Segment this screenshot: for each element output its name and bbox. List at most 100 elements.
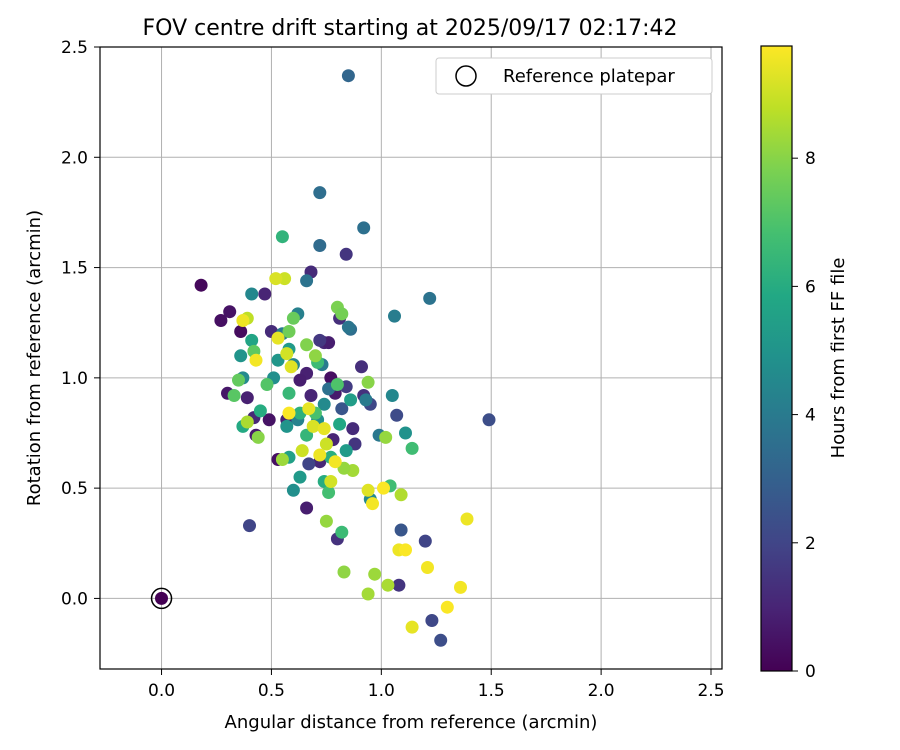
data-point	[306, 419, 320, 433]
colorbar-ticks: 0 2 4 6 8	[792, 149, 816, 682]
data-point	[482, 413, 496, 427]
y-axis-label: Rotation from reference (arcmin)	[24, 210, 45, 506]
data-point	[240, 415, 254, 429]
data-point	[155, 591, 168, 605]
data-point	[236, 314, 250, 327]
data-point	[293, 373, 307, 387]
data-point	[251, 430, 265, 444]
data-point	[339, 247, 353, 261]
data-point	[333, 417, 347, 431]
data-point	[399, 426, 412, 440]
x-tick-label: 0.0	[148, 681, 175, 701]
data-point	[243, 519, 256, 533]
data-point	[425, 614, 439, 627]
data-point	[399, 543, 412, 557]
legend-box	[435, 57, 713, 95]
data-point	[245, 333, 259, 347]
data-point	[341, 69, 355, 83]
data-point	[258, 287, 272, 301]
data-point	[337, 565, 351, 579]
colorbar	[760, 45, 793, 672]
data-point	[286, 483, 300, 497]
x-tick-label: 1.0	[368, 681, 395, 701]
data-point	[304, 389, 318, 402]
data-point	[317, 422, 331, 436]
data-point	[300, 501, 314, 515]
x-tick-label: 0.5	[258, 681, 285, 701]
data-point	[302, 402, 316, 416]
data-point	[390, 408, 404, 422]
colorbar-tick-label: 2	[805, 534, 816, 554]
data-point	[253, 404, 267, 418]
data-point	[269, 272, 283, 286]
data-point	[275, 453, 289, 466]
colorbar-label: Hours from first FF file	[828, 258, 849, 459]
data-point	[234, 325, 248, 338]
colorbar-tick-label: 0	[805, 662, 816, 682]
data-point	[302, 457, 316, 471]
data-point	[322, 486, 336, 499]
data-point	[295, 444, 309, 458]
colorbar-tick-label: 4	[805, 406, 816, 426]
data-point	[240, 391, 254, 405]
legend-marker	[455, 65, 477, 87]
data-point	[341, 320, 355, 334]
data-point	[330, 378, 344, 391]
data-point	[313, 333, 327, 347]
legend: Reference platepar	[435, 57, 713, 95]
data-point	[300, 338, 314, 352]
data-point	[346, 422, 360, 436]
x-tick-label: 2.5	[697, 681, 724, 701]
data-point	[313, 186, 327, 200]
x-tick-label: 1.5	[478, 681, 505, 701]
data-point	[377, 481, 390, 495]
reference-platepar-marker	[150, 587, 173, 610]
data-point	[355, 360, 368, 374]
data-point	[392, 578, 406, 592]
data-point	[282, 386, 296, 400]
data-point	[379, 430, 393, 444]
y-tick-label: 0.5	[61, 479, 88, 499]
data-point	[271, 331, 285, 345]
data-point	[286, 311, 300, 325]
data-point	[280, 419, 294, 433]
data-point	[317, 397, 331, 411]
data-point	[394, 488, 408, 502]
data-point	[328, 455, 342, 469]
data-point	[454, 580, 467, 594]
plot-area	[100, 47, 722, 669]
data-point	[234, 349, 248, 363]
data-point	[293, 470, 307, 484]
data-point	[275, 230, 289, 244]
data-point	[245, 287, 259, 301]
data-point	[418, 534, 432, 548]
data-point	[361, 375, 375, 389]
data-point	[214, 314, 228, 327]
data-points	[155, 69, 496, 647]
data-point	[339, 444, 353, 458]
data-point	[361, 483, 375, 497]
y-tick-label: 1.0	[61, 369, 88, 389]
data-point	[361, 587, 375, 601]
data-point	[308, 349, 322, 363]
data-point	[194, 278, 208, 292]
data-point	[300, 274, 314, 288]
data-point	[324, 475, 338, 488]
data-point	[319, 514, 333, 528]
chart-title: FOV centre drift starting at 2025/09/17 …	[143, 16, 678, 41]
data-point	[223, 305, 237, 319]
data-point	[359, 393, 373, 407]
x-tick-label: 2.0	[588, 681, 615, 701]
data-point	[421, 561, 434, 574]
data-point	[366, 497, 379, 511]
y-tick-label: 1.5	[61, 259, 88, 279]
legend-label: Reference platepar	[503, 66, 675, 87]
y-tick-label: 2.5	[61, 38, 88, 58]
data-point	[280, 347, 294, 361]
data-point	[262, 413, 276, 427]
data-point	[260, 378, 274, 391]
data-point	[335, 307, 349, 321]
data-point	[394, 523, 408, 537]
colorbar-tick-label: 6	[805, 277, 816, 297]
